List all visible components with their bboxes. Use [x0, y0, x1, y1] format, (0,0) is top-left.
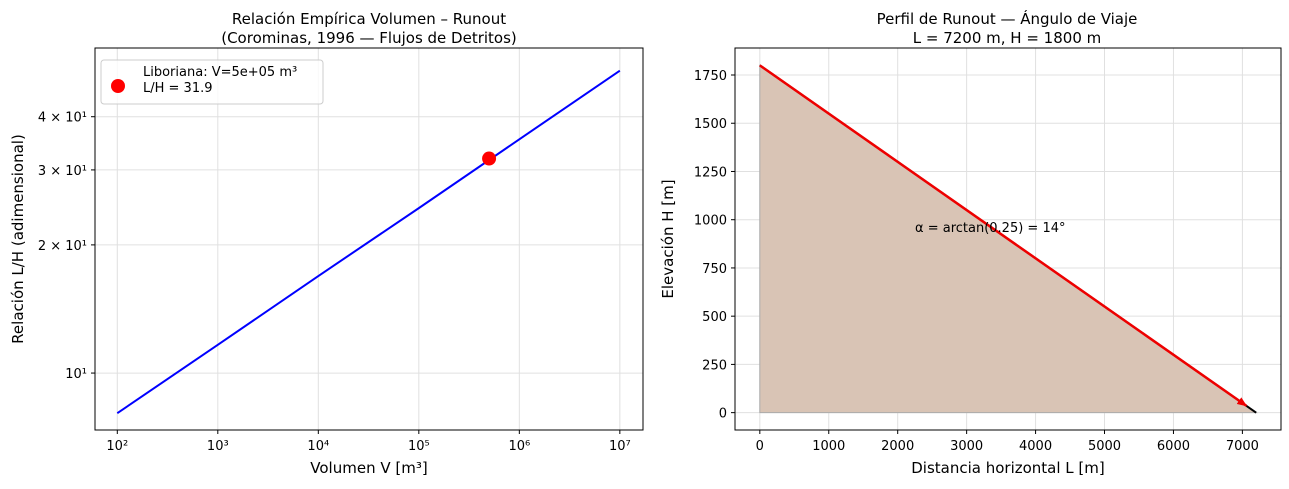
travel-arrow — [759, 64, 1248, 407]
x-axis-label: Volumen V [m³] — [310, 459, 427, 477]
y-tick-label: 1500 — [694, 117, 727, 132]
x-tick-label: 0 — [756, 439, 764, 454]
axes-frame — [94, 47, 644, 431]
x-tick-label: 10² — [106, 439, 128, 454]
y-tick-label: 500 — [702, 310, 727, 325]
y-tick-label: 250 — [702, 358, 727, 373]
x-tick-label: 3000 — [950, 439, 983, 454]
x-tick-label: 10³ — [207, 439, 229, 454]
legend-box — [100, 59, 324, 105]
y-tick-label: 1000 — [694, 214, 727, 229]
y-tick-label: 2 × 10¹ — [38, 239, 87, 254]
point — [482, 151, 497, 166]
y-tick-label: 4 × 10¹ — [38, 111, 87, 126]
x-tick-label: 2000 — [881, 439, 914, 454]
y-tick-label: 10¹ — [65, 367, 87, 382]
chart-title: Relación Empírica Volumen – Runout (Coro… — [221, 10, 517, 47]
x-tick-label: 4000 — [1019, 439, 1052, 454]
legend-marker — [111, 79, 125, 93]
x-axis-label: Distancia horizontal L [m] — [911, 459, 1105, 477]
y-tick-label: 1250 — [694, 165, 727, 180]
y-tick-label: 1750 — [694, 69, 727, 84]
x-tick-label: 10⁶ — [508, 439, 530, 454]
y-axis-label: Elevación H [m] — [659, 179, 677, 298]
y-tick-label: 0 — [719, 407, 727, 422]
annotation: α = arctan(0.25) = 14° — [915, 221, 1066, 236]
y-axis-label: Relación L/H (adimensional) — [9, 134, 27, 344]
line — [116, 69, 621, 415]
x-tick-label: 7000 — [1226, 439, 1259, 454]
x-tick-label: 10⁷ — [609, 439, 631, 454]
legend-label: Liboriana: V=5e+05 m³ L/H = 31.9 — [143, 65, 298, 96]
chart-title: Perfil de Runout — Ángulo de Viaje L = 7… — [876, 10, 1138, 47]
x-tick-label: 10⁵ — [408, 439, 430, 454]
y-tick-label: 750 — [702, 262, 727, 277]
x-tick-label: 1000 — [812, 439, 845, 454]
x-tick-label: 5000 — [1088, 439, 1121, 454]
axes-frame — [734, 47, 1282, 431]
x-tick-label: 6000 — [1157, 439, 1190, 454]
x-tick-label: 10⁴ — [307, 439, 329, 454]
y-tick-label: 3 × 10¹ — [38, 164, 87, 179]
